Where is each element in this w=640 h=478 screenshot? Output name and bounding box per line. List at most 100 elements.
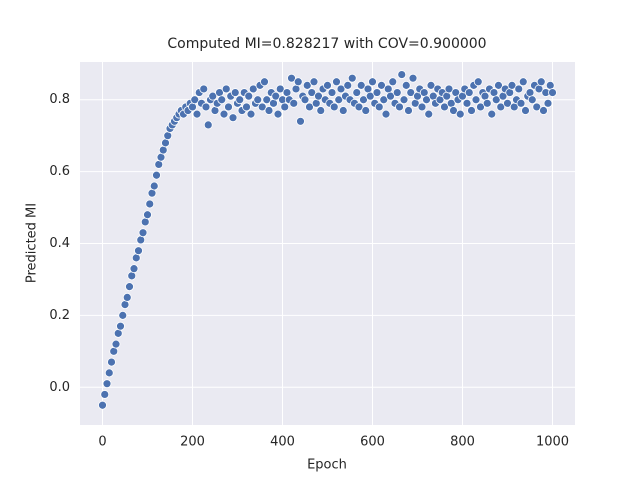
point (100, 390, 110, 399)
point (548, 88, 557, 97)
point (329, 102, 339, 112)
point (476, 102, 485, 112)
point (104, 368, 114, 378)
point (147, 188, 157, 198)
point (140, 217, 150, 227)
point (505, 88, 515, 97)
x-tick-label: 200 (180, 435, 205, 450)
point (543, 98, 553, 108)
point (109, 346, 119, 356)
point (300, 95, 310, 105)
point (455, 109, 465, 119)
point (125, 282, 134, 292)
point (503, 98, 512, 108)
point (381, 109, 391, 119)
point (246, 109, 256, 119)
point (417, 102, 427, 112)
y-tick-label: 0.4 (49, 236, 70, 251)
point (363, 84, 373, 94)
point (406, 88, 416, 97)
point (338, 106, 348, 115)
chart-title: Computed MI=0.828217 with COV=0.900000 (167, 36, 486, 52)
point (467, 106, 476, 115)
point (311, 98, 321, 108)
point (242, 102, 251, 112)
point (271, 91, 281, 101)
point (408, 73, 418, 83)
point (275, 84, 285, 94)
point (514, 84, 524, 94)
point (442, 91, 452, 101)
point (111, 339, 121, 349)
point (323, 80, 332, 90)
point (152, 170, 161, 180)
point (145, 199, 155, 209)
point (334, 95, 344, 105)
point (287, 73, 296, 83)
point (449, 106, 458, 115)
point (98, 400, 107, 410)
point (122, 293, 132, 302)
point (399, 95, 409, 105)
point (404, 106, 413, 115)
x-tick-label: 400 (270, 435, 295, 450)
point (397, 70, 407, 79)
point (368, 77, 377, 87)
point (257, 102, 267, 112)
point (293, 77, 303, 87)
point (217, 95, 227, 105)
point (471, 95, 481, 105)
point (289, 98, 299, 108)
point (487, 109, 497, 119)
point (386, 91, 395, 101)
x-axis-label: Epoch (307, 458, 347, 473)
point (221, 84, 231, 94)
point (199, 84, 209, 94)
point (545, 80, 555, 90)
point (489, 88, 499, 97)
point (116, 321, 125, 331)
point (224, 102, 233, 112)
point (336, 84, 346, 94)
point (253, 95, 263, 105)
point (419, 88, 429, 97)
point (307, 88, 317, 97)
point (118, 310, 128, 320)
point (282, 88, 292, 97)
point (379, 95, 389, 105)
point (260, 77, 269, 87)
point (480, 91, 490, 101)
point (149, 181, 159, 191)
point (262, 95, 272, 105)
point (527, 95, 537, 105)
point (203, 120, 213, 130)
point (314, 91, 323, 101)
point (102, 379, 112, 389)
point (230, 88, 240, 97)
point (482, 98, 492, 108)
point (374, 102, 384, 112)
point (138, 228, 148, 238)
point (248, 84, 258, 94)
point (264, 106, 274, 115)
point (188, 102, 197, 112)
point (120, 300, 130, 309)
point (309, 77, 319, 87)
point (424, 109, 434, 119)
point (131, 253, 141, 263)
point (316, 106, 326, 115)
point (127, 271, 137, 281)
point (347, 73, 357, 83)
point (134, 246, 143, 256)
x-tick-label: 800 (450, 435, 475, 450)
point (356, 80, 366, 90)
point (473, 77, 483, 87)
point (401, 80, 411, 90)
point (354, 102, 364, 112)
point (359, 95, 368, 105)
point (210, 106, 220, 115)
point (383, 84, 393, 94)
point (494, 80, 503, 90)
